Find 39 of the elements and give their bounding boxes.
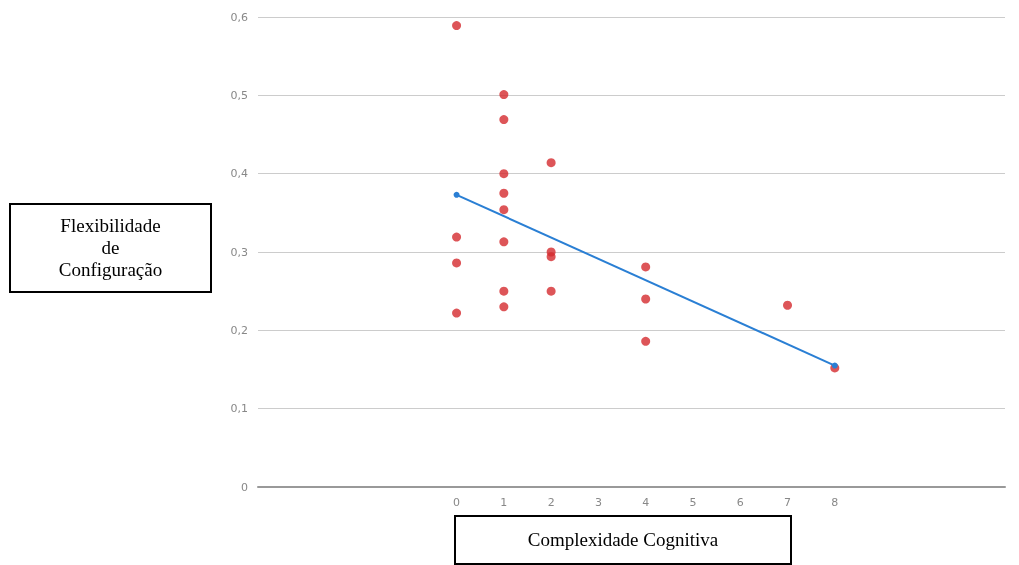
y-tick-label: 0,4 <box>230 167 248 181</box>
x-tick-label: 3 <box>594 496 602 509</box>
y-tick-label: 0,2 <box>230 323 248 337</box>
point <box>641 294 651 304</box>
point <box>546 286 556 296</box>
x-tick-label: 2 <box>547 496 555 509</box>
y-tick-label: 0 <box>241 480 248 494</box>
point <box>499 115 509 125</box>
y-axis-title: Flexibilidade de Configuração <box>9 203 212 293</box>
x-tick-label: 4 <box>642 496 650 509</box>
y-tick-label: 0,6 <box>230 10 248 24</box>
point <box>783 300 793 310</box>
point <box>499 90 509 100</box>
y-tick-label: 0,5 <box>230 88 248 102</box>
point <box>453 191 460 198</box>
y-tick-label: 0,1 <box>230 402 248 416</box>
point <box>452 232 462 242</box>
x-axis-title: Complexidade Cognitiva <box>454 515 792 565</box>
point <box>546 158 556 168</box>
point <box>499 302 509 312</box>
point <box>452 21 462 31</box>
point <box>831 362 838 369</box>
point <box>499 169 509 179</box>
x-tick-label: 7 <box>784 496 792 509</box>
point <box>452 308 462 318</box>
x-tick-label: 0 <box>453 496 461 509</box>
point <box>452 258 462 268</box>
point <box>641 336 651 346</box>
point <box>499 286 509 296</box>
x-tick-label: 1 <box>500 496 508 509</box>
x-tick-label: 6 <box>736 496 744 509</box>
x-tick-label: 5 <box>689 496 697 509</box>
point <box>546 252 556 262</box>
point <box>499 205 509 215</box>
point <box>641 262 651 272</box>
point <box>499 237 509 247</box>
x-tick-label: 8 <box>831 496 839 509</box>
y-tick-label: 0,3 <box>230 245 248 259</box>
point <box>499 188 509 198</box>
